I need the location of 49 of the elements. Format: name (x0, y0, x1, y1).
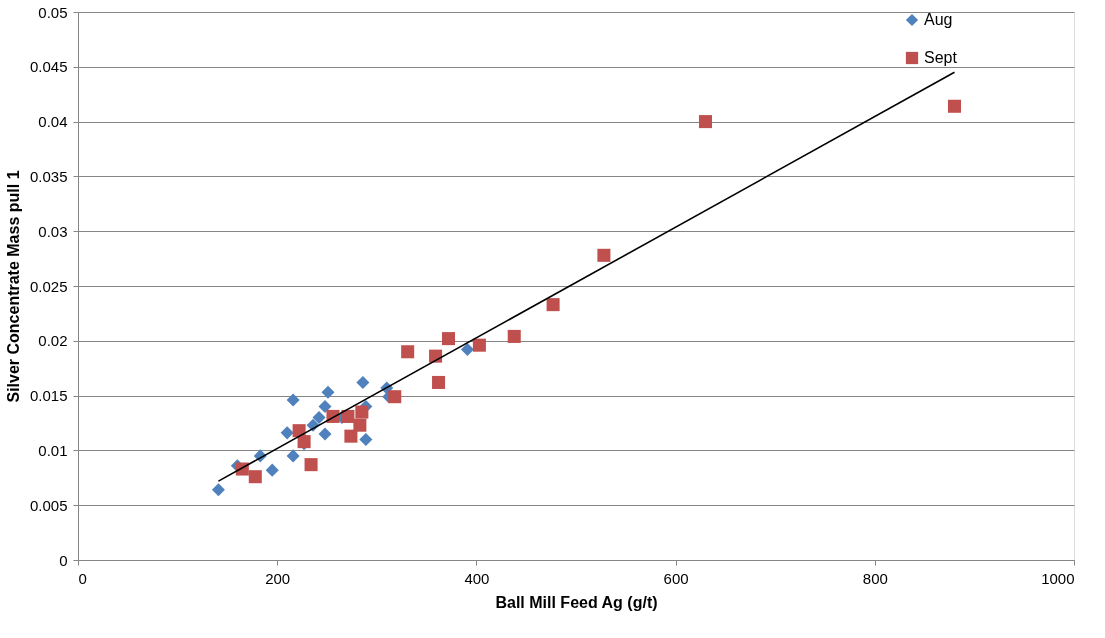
x-tick-label: 200 (265, 569, 291, 587)
point (265, 463, 279, 477)
y-tick-label: 0.045 (29, 58, 68, 76)
y-tick-label: 0 (59, 551, 68, 569)
x-tick-label: 1000 (1041, 569, 1075, 587)
x-tick-label: 400 (464, 569, 490, 587)
point (472, 338, 486, 352)
point (698, 115, 712, 129)
point (432, 375, 446, 389)
point (248, 470, 262, 484)
y-tick-label: 0.035 (29, 167, 68, 185)
x-tick-label: 800 (862, 569, 888, 587)
point (401, 345, 415, 359)
point (507, 329, 521, 343)
point (441, 332, 456, 346)
point (318, 427, 332, 441)
point (211, 483, 225, 497)
legend-label: Aug (924, 11, 953, 28)
y-tick-label: 0.015 (29, 387, 68, 405)
point (356, 375, 370, 389)
point (344, 429, 358, 443)
point (597, 248, 611, 262)
y-tick-label: 0.04 (38, 113, 68, 131)
point (286, 393, 300, 407)
point (321, 385, 335, 399)
point (304, 458, 318, 472)
y-tick-label: 0.005 (29, 496, 68, 514)
x-tick-label: 600 (663, 569, 689, 587)
y-tick-label: 0.01 (38, 441, 68, 459)
point (318, 400, 332, 414)
point (388, 390, 402, 404)
point (341, 409, 355, 423)
legend-label: Sept (924, 49, 958, 66)
point (312, 411, 326, 425)
y-tick-label: 0.025 (29, 277, 68, 295)
y-tick-label: 0.02 (38, 332, 68, 350)
y-tick-label: 0.05 (38, 3, 68, 21)
point (353, 418, 367, 432)
point (947, 99, 961, 113)
point (460, 343, 474, 357)
x-tick-label: 0 (78, 569, 87, 587)
point (355, 405, 369, 419)
point (286, 449, 300, 463)
y-tick-label: 0.03 (38, 222, 68, 240)
point (546, 298, 560, 312)
x-axis-title: Ball Mill Feed Ag (g/t) (495, 593, 658, 611)
point (359, 432, 373, 446)
point (280, 426, 294, 440)
y-axis-title: Silver Concentrate Mass pull 1 (4, 170, 22, 403)
